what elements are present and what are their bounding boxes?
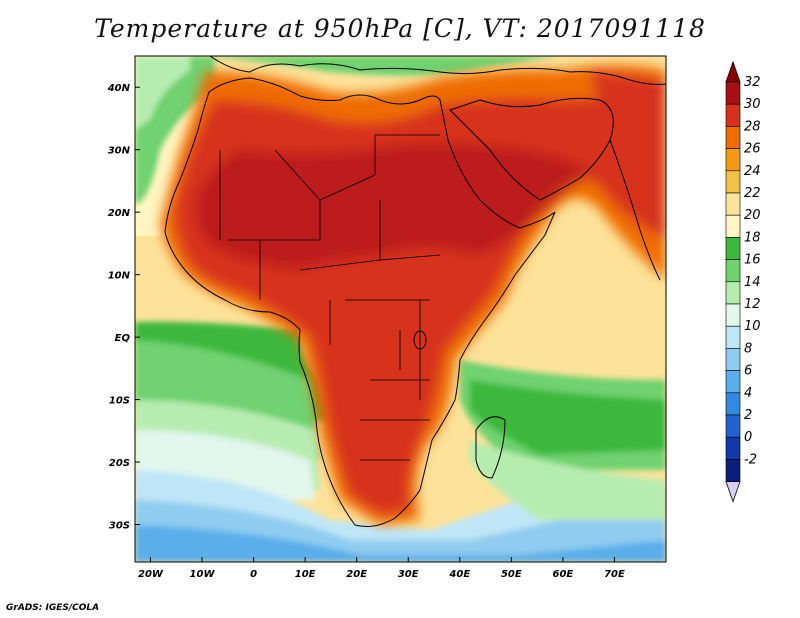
colorbar-segment [725, 414, 741, 438]
colorbar-label: 32 [744, 75, 761, 90]
colorbar-label: 0 [744, 430, 752, 445]
indian-ocean-south-field [470, 440, 666, 520]
lat-tick-label: 20S [109, 458, 130, 469]
colorbar-segment [725, 103, 741, 127]
colorbar-segment [725, 126, 741, 149]
lon-tick-label: 30E [398, 569, 419, 580]
southern-ocean-coldest-field [135, 525, 666, 562]
arabia-east-field [590, 70, 666, 200]
lat-tick-label: 20N [108, 208, 131, 219]
colorbar-top-arrow [725, 60, 741, 83]
colorbar-segment [725, 281, 741, 305]
colorbar-label: 16 [744, 253, 761, 268]
eurasia-coastline [209, 56, 666, 85]
lat-tick-label: 40N [107, 83, 131, 94]
colorbar-label: 2 [744, 408, 752, 423]
colorbar-segment [725, 370, 741, 394]
lon-tick-label: 60E [553, 569, 574, 580]
lon-tick-label: 20E [346, 569, 367, 580]
arabia-coastline [449, 97, 614, 201]
grads-credit: GrADS: IGES/COLA [6, 603, 100, 613]
colorbar-label: 14 [744, 275, 761, 290]
colorbar-label: -2 [744, 452, 757, 467]
lon-tick-label: 0 [250, 569, 257, 580]
colorbar-label: 28 [744, 119, 761, 134]
colorbar-label: 12 [744, 297, 761, 312]
colorbar-label: 22 [744, 186, 761, 201]
lon-tick-label: 50E [501, 569, 522, 580]
colorbar-bottom-arrow [725, 481, 741, 503]
colorbar-label: 8 [744, 341, 752, 356]
lon-tick-label: 70E [604, 569, 625, 580]
north-atlantic-coolest-field [135, 56, 190, 130]
madagascar-coastline [475, 416, 506, 479]
lon-tick-label: 10E [295, 569, 316, 580]
colorbar-label: 20 [744, 208, 761, 223]
india-coastline [609, 139, 661, 281]
longitude-axis: 20W 10W 0 10E 20E 30E 40E 50E 60E 70E [138, 557, 625, 580]
colorbar-label: 30 [744, 97, 761, 112]
country-borders [219, 134, 441, 461]
colorbar-segment [725, 436, 741, 460]
lake-victoria [413, 330, 427, 350]
indian-ocean-green-field [470, 380, 666, 455]
colorbar-label: 6 [744, 364, 752, 379]
colorbar-segment [725, 237, 741, 260]
lat-tick-label: 10N [108, 271, 131, 282]
lat-tick-label: EQ [115, 333, 131, 344]
lat-tick-label: 10S [109, 396, 130, 407]
colorbar-segment [725, 348, 741, 371]
colorbar-label: 24 [744, 164, 761, 179]
coastline-layer [164, 56, 666, 527]
africa-coastline [164, 77, 556, 527]
lon-tick-label: 20W [138, 569, 164, 580]
lat-tick-label: 30S [109, 521, 130, 532]
colorbar-segment [725, 148, 741, 172]
colorbar-label: 4 [744, 386, 752, 401]
colorbar-segment [725, 303, 741, 327]
plot-frame [134, 55, 667, 563]
colorbar-segment [725, 459, 741, 482]
temperature-field [135, 56, 666, 562]
lon-tick-label: 40E [448, 569, 470, 580]
colorbar-label: 10 [744, 319, 761, 334]
colorbar-segment [725, 259, 741, 283]
colorbar-segment [725, 170, 741, 194]
mediterranean-field [195, 56, 560, 76]
latitude-axis: 40N 30N 20N 10N EQ 10S 20S 30S [107, 83, 140, 532]
colorbar-label: 26 [744, 142, 761, 157]
sahara-hottest-field [196, 143, 590, 270]
colorbar-segment [725, 392, 741, 416]
colorbar-segment [725, 214, 741, 238]
lon-tick-label: 10W [190, 569, 216, 580]
map-title: Temperature at 950hPa [C], VT: 201709111… [94, 14, 706, 43]
colorbar-segment [725, 192, 741, 216]
lat-tick-label: 30N [108, 146, 131, 157]
colorbar-label: 18 [744, 230, 761, 245]
colorbar-segment [725, 81, 741, 105]
colorbar-segment [725, 325, 741, 349]
